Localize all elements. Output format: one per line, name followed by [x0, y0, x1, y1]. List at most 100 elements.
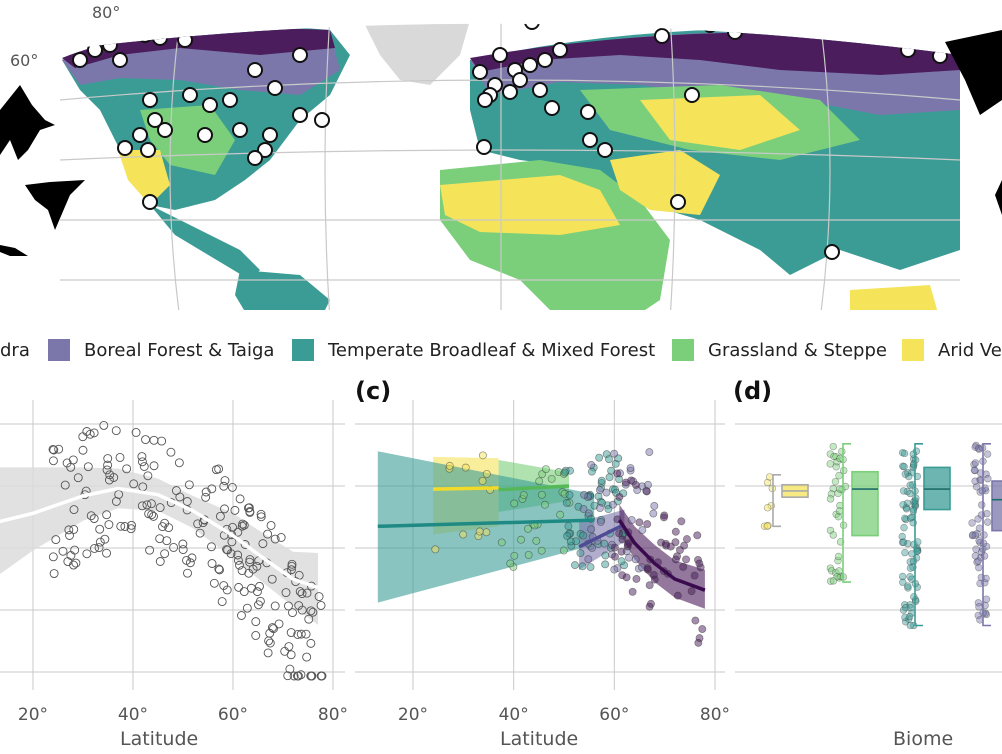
data-point — [129, 479, 139, 489]
panel-d-xlabel: Biome — [893, 728, 954, 750]
data-point — [590, 501, 599, 510]
data-point — [682, 555, 690, 564]
data-point — [461, 463, 470, 472]
data-point — [673, 552, 681, 561]
data-point — [912, 494, 920, 502]
legend-item-grassland: Grassland & Steppe — [672, 332, 887, 368]
data-point — [982, 542, 991, 551]
data-point — [909, 450, 918, 458]
data-point — [537, 490, 546, 499]
data-point — [904, 582, 912, 590]
data-point — [147, 510, 157, 520]
data-point — [267, 574, 277, 584]
data-point — [836, 485, 844, 493]
data-point — [974, 557, 982, 565]
data-point — [900, 462, 908, 471]
data-point — [903, 499, 912, 507]
panel-c-xlabel: Latitude — [500, 728, 579, 750]
data-point — [256, 512, 266, 522]
data-point — [301, 629, 311, 639]
data-point — [235, 560, 244, 570]
data-point — [207, 542, 216, 552]
data-point — [617, 547, 626, 556]
data-point — [971, 552, 980, 560]
data-point — [286, 628, 296, 637]
site-marker — [477, 92, 493, 108]
data-point — [78, 445, 88, 455]
site-marker — [132, 127, 148, 143]
data-point — [834, 512, 843, 521]
data-point — [82, 549, 92, 559]
data-point — [554, 468, 563, 477]
data-point — [621, 480, 630, 489]
data-point — [120, 522, 130, 531]
data-point — [911, 456, 920, 464]
data-point — [696, 563, 705, 572]
data-point — [266, 521, 276, 530]
data-point — [610, 565, 619, 574]
data-point — [547, 474, 556, 483]
data-point — [60, 480, 70, 490]
data-point — [240, 540, 250, 549]
site-marker — [267, 80, 283, 96]
data-point — [973, 558, 981, 566]
data-point — [978, 486, 986, 495]
data-point — [983, 450, 992, 458]
data-point — [983, 509, 991, 518]
data-point — [979, 609, 987, 617]
data-point — [832, 510, 840, 518]
data-point — [291, 577, 301, 587]
whisker — [914, 443, 923, 627]
data-point — [645, 581, 654, 590]
data-point — [66, 551, 76, 560]
data-point — [910, 540, 918, 549]
data-point — [605, 455, 613, 464]
data-point — [642, 486, 651, 495]
data-point — [562, 498, 571, 507]
data-point — [607, 466, 616, 475]
data-point — [826, 577, 835, 585]
data-point — [830, 452, 838, 461]
data-point — [280, 646, 290, 656]
data-point — [627, 476, 636, 485]
panel-b: 20° 40° 60° 80° — [0, 400, 348, 725]
x-tick-label: 40° — [499, 705, 529, 725]
data-point — [768, 484, 776, 493]
data-point — [659, 567, 668, 576]
data-point — [972, 483, 981, 491]
data-point — [910, 497, 918, 506]
data-point — [829, 442, 837, 451]
data-point — [286, 650, 296, 660]
data-point — [971, 531, 980, 539]
data-point — [763, 478, 772, 487]
data-point — [570, 561, 579, 570]
data-point — [908, 575, 916, 583]
data-point — [968, 519, 976, 527]
data-point — [99, 420, 109, 430]
data-point — [646, 555, 655, 564]
data-point — [899, 578, 907, 586]
data-point — [90, 544, 99, 553]
data-point — [905, 612, 914, 621]
data-point — [909, 460, 918, 468]
data-point — [137, 457, 147, 467]
data-point — [586, 542, 595, 551]
data-point — [908, 481, 917, 489]
data-point — [690, 571, 699, 580]
data-point — [584, 539, 593, 548]
data-point — [182, 505, 192, 515]
data-point — [981, 578, 989, 587]
data-point — [597, 515, 606, 524]
data-point — [839, 521, 848, 529]
data-point — [482, 469, 491, 478]
data-point — [972, 545, 980, 553]
data-point — [579, 531, 588, 540]
data-point — [598, 498, 607, 507]
data-point — [233, 527, 243, 537]
data-point — [69, 505, 79, 515]
legend-item-tundra: dra — [0, 339, 30, 361]
data-point — [565, 498, 574, 507]
data-point — [535, 477, 544, 486]
data-point — [638, 526, 647, 535]
data-point — [899, 606, 908, 614]
